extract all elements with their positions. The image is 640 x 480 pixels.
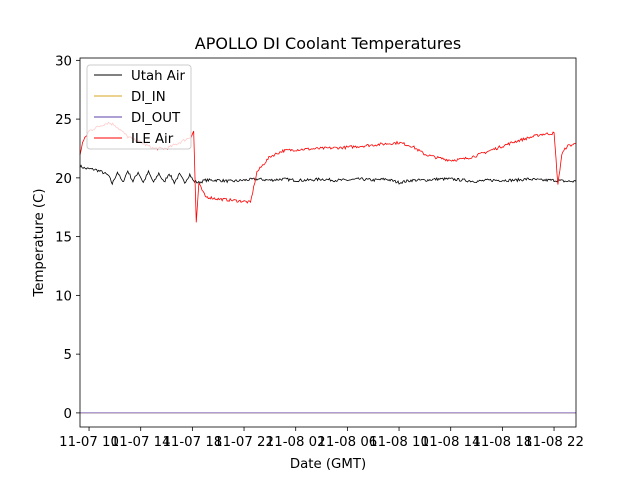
x-tick-label: 11-08 14	[421, 435, 481, 450]
x-tick-label: 11-08 22	[524, 435, 584, 450]
legend-box	[86, 64, 192, 150]
x-tick-label: 11-08 06	[317, 435, 377, 450]
x-tick-label: 11-08 10	[369, 435, 429, 450]
y-tick-label: 15	[55, 231, 72, 246]
x-tick-label: 11-08 18	[472, 435, 532, 450]
legend: Utah Air DI_IN DI_OUT ILE Air	[86, 64, 192, 150]
y-axis-label: Temperature (C)	[32, 188, 47, 297]
y-tick-label: 0	[64, 407, 72, 422]
x-tick-label: 11-07 14	[111, 435, 171, 450]
legend-label: Utah Air	[131, 69, 186, 84]
y-tick-label: 20	[55, 172, 72, 187]
legend-label: DI_IN	[131, 90, 166, 105]
y-axis: 0 5 10 15 20 25 30	[55, 54, 80, 422]
x-tick-label: 11-07 18	[162, 435, 222, 450]
legend-label: DI_OUT	[131, 111, 181, 126]
x-tick-label: 11-07 10	[59, 435, 119, 450]
x-axis-label: Date (GMT)	[290, 457, 366, 472]
plot-frame	[79, 57, 577, 428]
y-tick-label: 30	[55, 54, 72, 69]
x-tick-label: 11-08 02	[266, 435, 326, 450]
y-tick-label: 10	[55, 289, 72, 304]
x-tick-label: 11-07 22	[214, 435, 274, 450]
legend-label: ILE Air	[131, 132, 174, 147]
series-line-utah-air	[79, 164, 577, 186]
chart-title: APOLLO DI Coolant Temperatures	[195, 34, 461, 53]
y-tick-label: 5	[64, 348, 72, 363]
y-tick-label: 25	[55, 113, 72, 128]
